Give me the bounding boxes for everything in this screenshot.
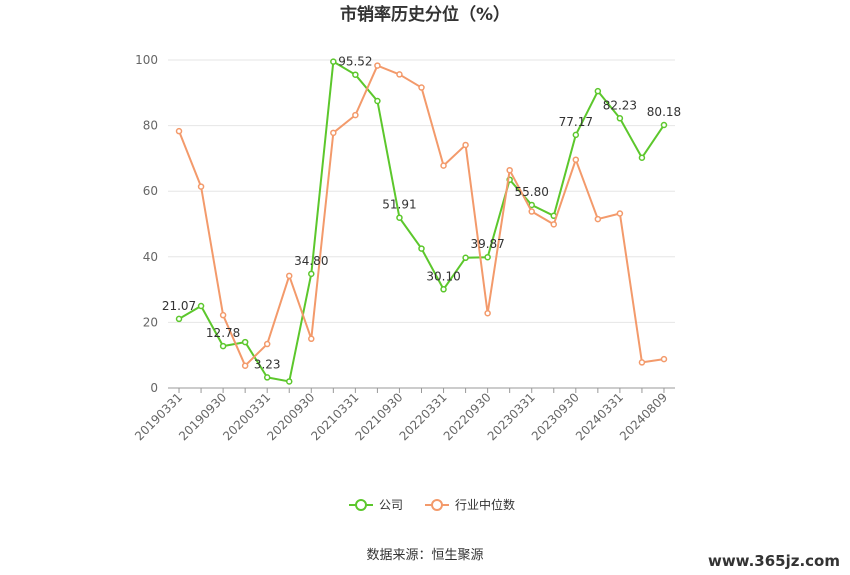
data-point xyxy=(572,131,580,139)
series-line-1 xyxy=(178,60,665,383)
data-point xyxy=(616,210,624,217)
data-label: 77.17 xyxy=(559,115,593,129)
data-point xyxy=(418,84,425,91)
data-label: 34.80 xyxy=(294,254,328,268)
data-point xyxy=(241,338,249,346)
data-point xyxy=(263,374,271,381)
data-point xyxy=(285,272,293,280)
data-point xyxy=(660,121,668,129)
data-point xyxy=(330,58,337,65)
data-point xyxy=(638,359,646,366)
legend-item-1[interactable]: 公司 xyxy=(349,498,403,512)
data-point xyxy=(660,355,668,363)
data-label: 3.23 xyxy=(254,357,281,371)
data-point xyxy=(330,129,337,137)
data-label: 12.78 xyxy=(206,326,240,340)
data-point xyxy=(440,286,447,293)
data-point xyxy=(219,342,227,350)
data-point xyxy=(308,270,315,278)
data-point xyxy=(484,253,491,261)
chart-title: 市销率历史分位（%） xyxy=(340,4,510,25)
data-point xyxy=(594,215,602,223)
data-point xyxy=(219,311,227,319)
y-tick-label: 100 xyxy=(135,53,158,67)
data-point xyxy=(374,97,381,105)
data-point xyxy=(197,302,205,310)
data-point xyxy=(263,340,271,348)
data-point xyxy=(440,162,447,169)
legend[interactable]: 公司 行业中位数 xyxy=(349,497,515,512)
data-point xyxy=(374,62,381,69)
data-point xyxy=(175,315,183,323)
legend-marker xyxy=(431,499,443,511)
data-label: 95.52 xyxy=(338,55,372,69)
source-text: 数据来源：恒生聚源 xyxy=(366,548,483,563)
data-point xyxy=(462,254,469,262)
y-tick-label: 40 xyxy=(143,250,158,264)
grid-lines xyxy=(168,59,675,323)
data-point xyxy=(550,221,558,228)
legend-label: 公司 xyxy=(379,498,403,512)
series-layer xyxy=(175,58,668,385)
y-tick-label: 60 xyxy=(143,184,158,198)
data-point xyxy=(396,214,403,221)
data-point xyxy=(241,362,249,369)
data-point xyxy=(308,335,315,343)
data-point xyxy=(418,245,425,252)
legend-label: 行业中位数 xyxy=(455,497,515,512)
axes: 0204060801002019033120190930202003312020… xyxy=(132,53,675,443)
watermark: www.365jz.com xyxy=(708,552,840,570)
series-line-2 xyxy=(178,64,665,367)
data-label: 21.07 xyxy=(162,299,196,313)
data-label: 82.23 xyxy=(603,98,637,112)
data-point xyxy=(616,115,624,122)
data-labels: 21.07 12.78 3.23 34.80 95.52 51.91 30.10 39.87 5… xyxy=(162,55,681,372)
data-point xyxy=(197,183,205,190)
legend-marker xyxy=(355,499,367,511)
data-point xyxy=(528,208,535,215)
data-point xyxy=(572,156,580,163)
data-point xyxy=(352,71,359,78)
data-label: 39.87 xyxy=(470,237,504,251)
x-tick-label: 20240809 xyxy=(617,390,670,443)
data-point xyxy=(352,111,359,119)
data-label: 30.10 xyxy=(426,269,460,283)
data-point xyxy=(396,71,403,78)
y-tick-label: 80 xyxy=(143,119,158,133)
data-point xyxy=(462,141,469,149)
data-point xyxy=(285,378,293,385)
data-point xyxy=(594,87,602,95)
data-label: 51.91 xyxy=(382,198,416,212)
y-tick-label: 0 xyxy=(150,381,158,395)
data-point xyxy=(506,166,513,174)
data-label: 80.18 xyxy=(647,105,681,119)
data-point xyxy=(484,309,491,317)
legend-item-2[interactable]: 行业中位数 xyxy=(425,497,515,512)
data-point xyxy=(175,127,183,135)
data-label: 55.80 xyxy=(515,185,549,199)
y-tick-label: 20 xyxy=(143,315,158,329)
data-point xyxy=(638,154,646,161)
